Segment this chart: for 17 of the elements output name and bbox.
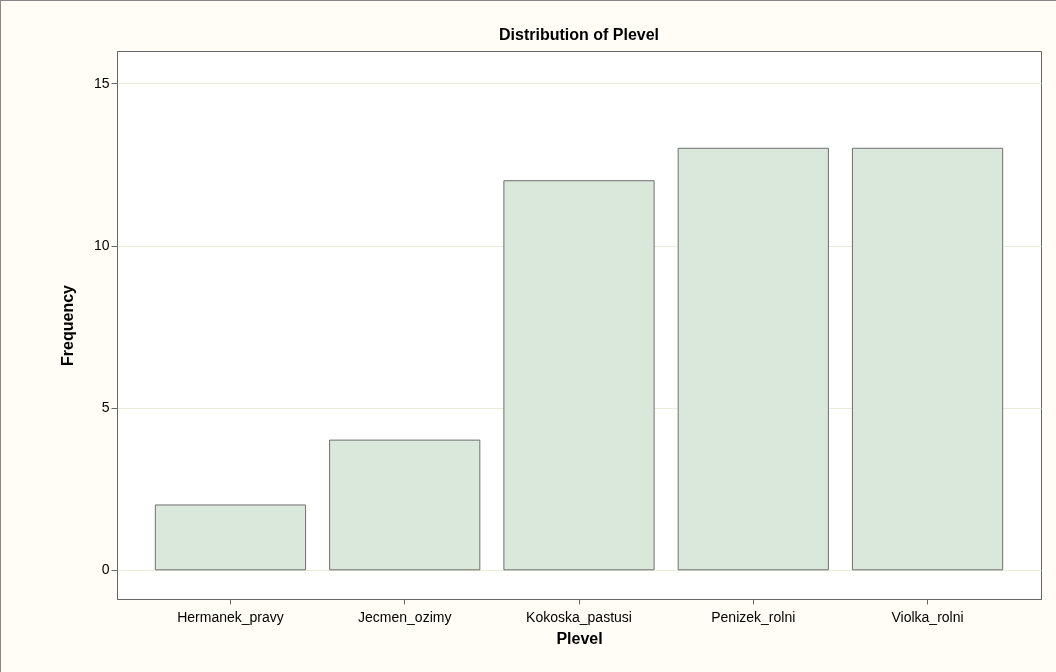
x-tick-label: Violka_rolni <box>891 608 964 625</box>
y-tick-label: 5 <box>101 399 110 416</box>
bar <box>677 147 829 571</box>
y-axis-title: Frequency <box>58 284 76 366</box>
x-tick-label: Hermanek_pravy <box>177 608 284 625</box>
x-tick-label: Jecmen_ozimy <box>358 608 452 625</box>
x-tick-label: Penizek_rolni <box>711 608 796 625</box>
x-axis-title: Plevel <box>556 629 603 647</box>
y-tick-label: 10 <box>93 237 110 254</box>
bar <box>503 180 655 571</box>
y-tick-label: 0 <box>101 561 110 578</box>
bar <box>851 147 1004 571</box>
bar <box>154 504 307 571</box>
y-tick-label: 15 <box>93 74 110 91</box>
bar <box>329 439 481 571</box>
x-tick-label: Kokoska_pastusi <box>526 608 632 625</box>
chart-title: Distribution of Plevel <box>498 26 660 43</box>
